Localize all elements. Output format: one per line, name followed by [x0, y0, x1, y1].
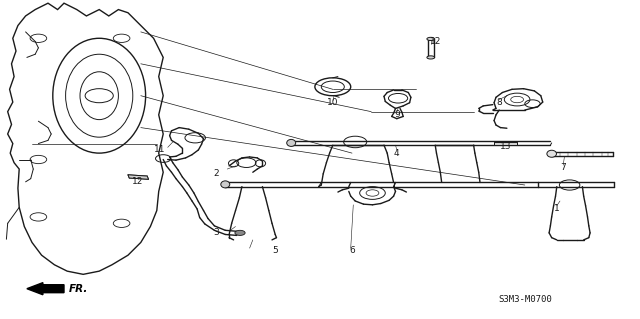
Ellipse shape — [427, 37, 435, 41]
Text: 6: 6 — [349, 246, 355, 255]
Text: 3: 3 — [213, 228, 218, 237]
Text: 10: 10 — [327, 98, 339, 107]
Circle shape — [235, 230, 245, 235]
Text: 5: 5 — [273, 246, 278, 255]
Polygon shape — [128, 175, 148, 179]
Polygon shape — [494, 142, 517, 145]
Text: S3M3-M0700: S3M3-M0700 — [498, 295, 552, 304]
Text: 4: 4 — [394, 149, 399, 158]
Text: 12: 12 — [132, 177, 143, 186]
Text: 1: 1 — [554, 204, 559, 213]
Text: 8: 8 — [497, 98, 502, 107]
Text: 2: 2 — [213, 169, 218, 178]
Text: 9: 9 — [394, 110, 399, 119]
Ellipse shape — [547, 150, 557, 157]
Text: FR.: FR. — [69, 284, 88, 294]
Text: 11: 11 — [154, 145, 166, 154]
Ellipse shape — [287, 139, 296, 146]
FancyArrow shape — [27, 283, 64, 295]
Ellipse shape — [427, 56, 435, 59]
Text: 13: 13 — [500, 142, 511, 151]
Text: 12: 12 — [429, 37, 441, 46]
Text: 7: 7 — [561, 163, 566, 172]
Ellipse shape — [221, 181, 230, 188]
